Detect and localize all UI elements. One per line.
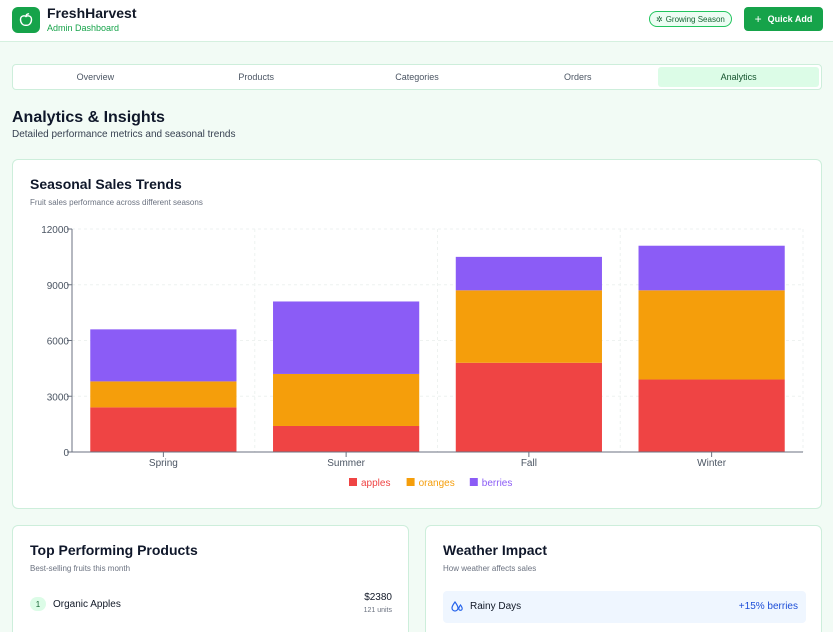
legend-swatch-berries: [469, 478, 478, 486]
weather-impact-card: Weather Impact How weather affects sales…: [425, 525, 822, 632]
weather-label: Rainy Days: [470, 601, 522, 612]
app-subtitle: Admin Dashboard: [47, 23, 120, 33]
bar-berries-winter: [638, 245, 785, 291]
card-subtitle: Fruit sales performance across different…: [30, 198, 203, 207]
quick-add-button[interactable]: + Quick Add: [744, 7, 823, 31]
x-tick-label: Winter: [697, 458, 727, 469]
bar-apples-fall: [455, 362, 602, 452]
tab-orders[interactable]: Orders: [564, 72, 592, 82]
x-tick-label: Spring: [149, 458, 178, 469]
page-title: Analytics & Insights: [12, 109, 165, 126]
app-header: FreshHarvest Admin Dashboard ✲ Growing S…: [0, 0, 833, 42]
tab-categories[interactable]: Categories: [395, 72, 439, 82]
legend-swatch-oranges: [406, 478, 415, 486]
legend-label-apples: apples: [361, 478, 390, 489]
card-title: Weather Impact: [443, 542, 547, 558]
x-tick-label: Fall: [521, 458, 537, 469]
seasonal-sales-chart: 0 3000 6000 9000 12000 Spring Summer Fall Winter…: [41, 225, 804, 489]
seasonal-sales-card: Seasonal Sales Trends Fruit sales perfor…: [12, 159, 822, 509]
bar-oranges-winter: [638, 290, 785, 380]
x-tick-label: Summer: [327, 458, 365, 469]
bar-apples-spring: [90, 407, 237, 452]
legend-swatch-apples: [349, 478, 357, 486]
bar-oranges-spring: [90, 381, 237, 408]
product-rank-badge: 1: [30, 597, 46, 611]
app-name: FreshHarvest: [47, 5, 137, 21]
season-badge-label: Growing Season: [665, 14, 725, 24]
y-tick-label: 9000: [47, 281, 70, 292]
tab-overview[interactable]: Overview: [76, 72, 115, 82]
product-units: 121 units: [363, 607, 392, 614]
weather-row: Rainy Days +15% berries: [443, 591, 806, 623]
season-badge: ✲ Growing Season: [649, 11, 732, 27]
bar-berries-fall: [455, 256, 602, 291]
product-revenue: $2380: [364, 592, 392, 603]
product-name[interactable]: Organic Apples: [53, 599, 121, 610]
weather-effect: +15% berries: [738, 601, 798, 612]
y-tick-label: 3000: [47, 392, 70, 403]
main-tabs: Overview Products Categories Orders Anal…: [12, 64, 822, 90]
tab-products[interactable]: Products: [238, 72, 274, 82]
y-tick-label: 0: [63, 448, 69, 459]
y-tick-label: 12000: [41, 225, 69, 236]
card-title: Top Performing Products: [30, 542, 198, 558]
apple-logo-icon: [12, 7, 40, 33]
card-subtitle: Best-selling fruits this month: [30, 564, 131, 573]
rain-drops-icon: [451, 600, 464, 618]
y-tick-label: 6000: [47, 337, 70, 348]
bar-apples-summer: [273, 425, 420, 452]
bar-apples-winter: [638, 379, 785, 452]
bar-berries-spring: [90, 329, 237, 382]
bar-oranges-fall: [455, 290, 602, 363]
page-subtitle: Detailed performance metrics and seasona…: [12, 129, 236, 140]
top-products-card: Top Performing Products Best-selling fru…: [12, 525, 409, 632]
bar-berries-summer: [273, 301, 420, 374]
card-subtitle: How weather affects sales: [443, 564, 537, 573]
plus-icon: +: [754, 12, 762, 26]
card-title: Seasonal Sales Trends: [30, 176, 182, 192]
sun-icon: ✲: [656, 14, 663, 24]
quick-add-label: Quick Add: [767, 14, 813, 24]
tab-analytics[interactable]: Analytics: [658, 67, 819, 87]
bar-oranges-summer: [273, 373, 420, 426]
legend-label-berries: berries: [482, 478, 513, 489]
legend-label-oranges: oranges: [419, 478, 455, 489]
